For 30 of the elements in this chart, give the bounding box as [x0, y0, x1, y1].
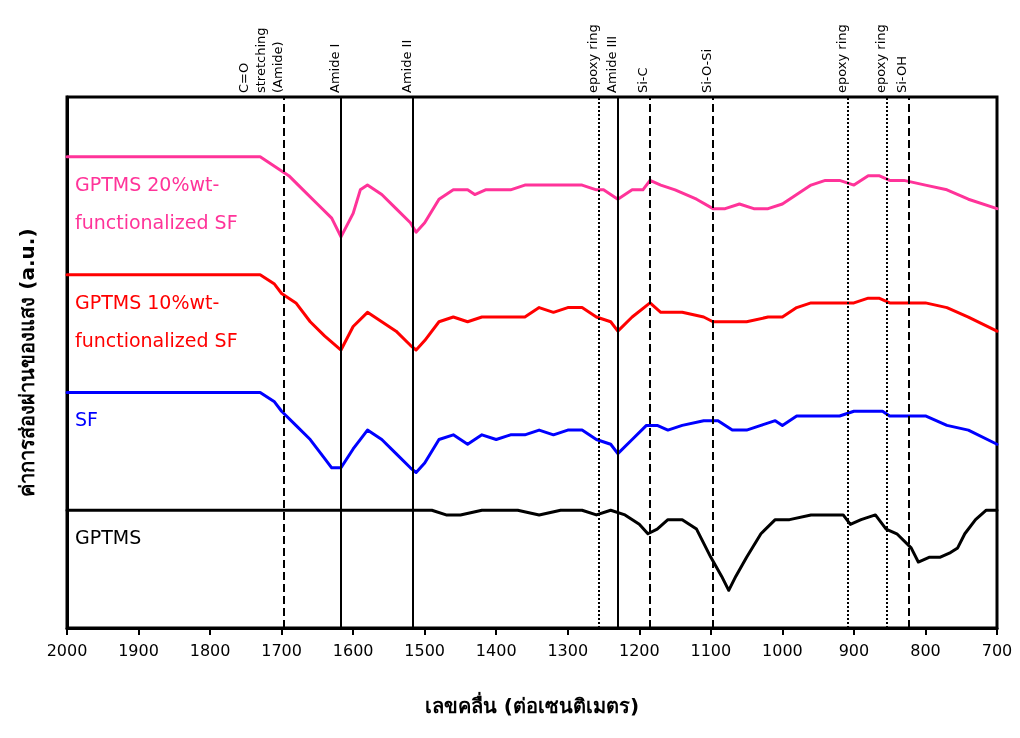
y-axis-title: ค่าการส่องผ่านของแสง (a.u.): [15, 228, 39, 497]
ref-line-label: epoxy ring: [585, 24, 601, 93]
ref-line-label: Amide I: [326, 43, 342, 93]
series-label: GPTMS: [75, 526, 142, 549]
ref-line-label: C=O stretching (Amide): [235, 27, 285, 93]
series-label: SF: [75, 408, 98, 431]
x-tick-label: 1900: [118, 640, 159, 660]
series-label: GPTMS 20%wt-functionalized SF: [75, 172, 238, 233]
ref-line-label: Si-O-Si: [698, 48, 714, 93]
x-tick-label: 1300: [547, 640, 589, 660]
ref-line-label: Amide II: [399, 39, 415, 93]
x-tick-label: 1800: [189, 640, 231, 660]
x-tick-label: 2000: [46, 640, 88, 660]
x-tick-label: 1600: [332, 640, 374, 660]
series-label: GPTMS 10%wt-functionalized SF: [75, 290, 238, 351]
x-tick-label: 1700: [261, 640, 302, 660]
x-tick-label: 1500: [404, 640, 446, 660]
x-tick-label: 1400: [475, 640, 517, 660]
ref-line-label: Si-C: [635, 67, 651, 93]
x-tick-label: 900: [838, 640, 870, 660]
ref-line-label: epoxy ring: [872, 24, 888, 93]
x-tick-label: 700: [981, 640, 1013, 660]
x-tick-label: 1100: [690, 640, 732, 660]
x-axis-title: เลขคลื่น (ต่อเซนติเมตร): [424, 691, 640, 718]
x-tick-label: 1200: [618, 640, 660, 660]
ref-line-label: Si-OH: [894, 56, 910, 93]
ref-line-label: Amide III: [603, 35, 619, 93]
ref-line-label: epoxy ring: [834, 24, 850, 93]
x-tick-label: 800: [910, 640, 941, 660]
x-tick-label: 1000: [762, 640, 803, 660]
